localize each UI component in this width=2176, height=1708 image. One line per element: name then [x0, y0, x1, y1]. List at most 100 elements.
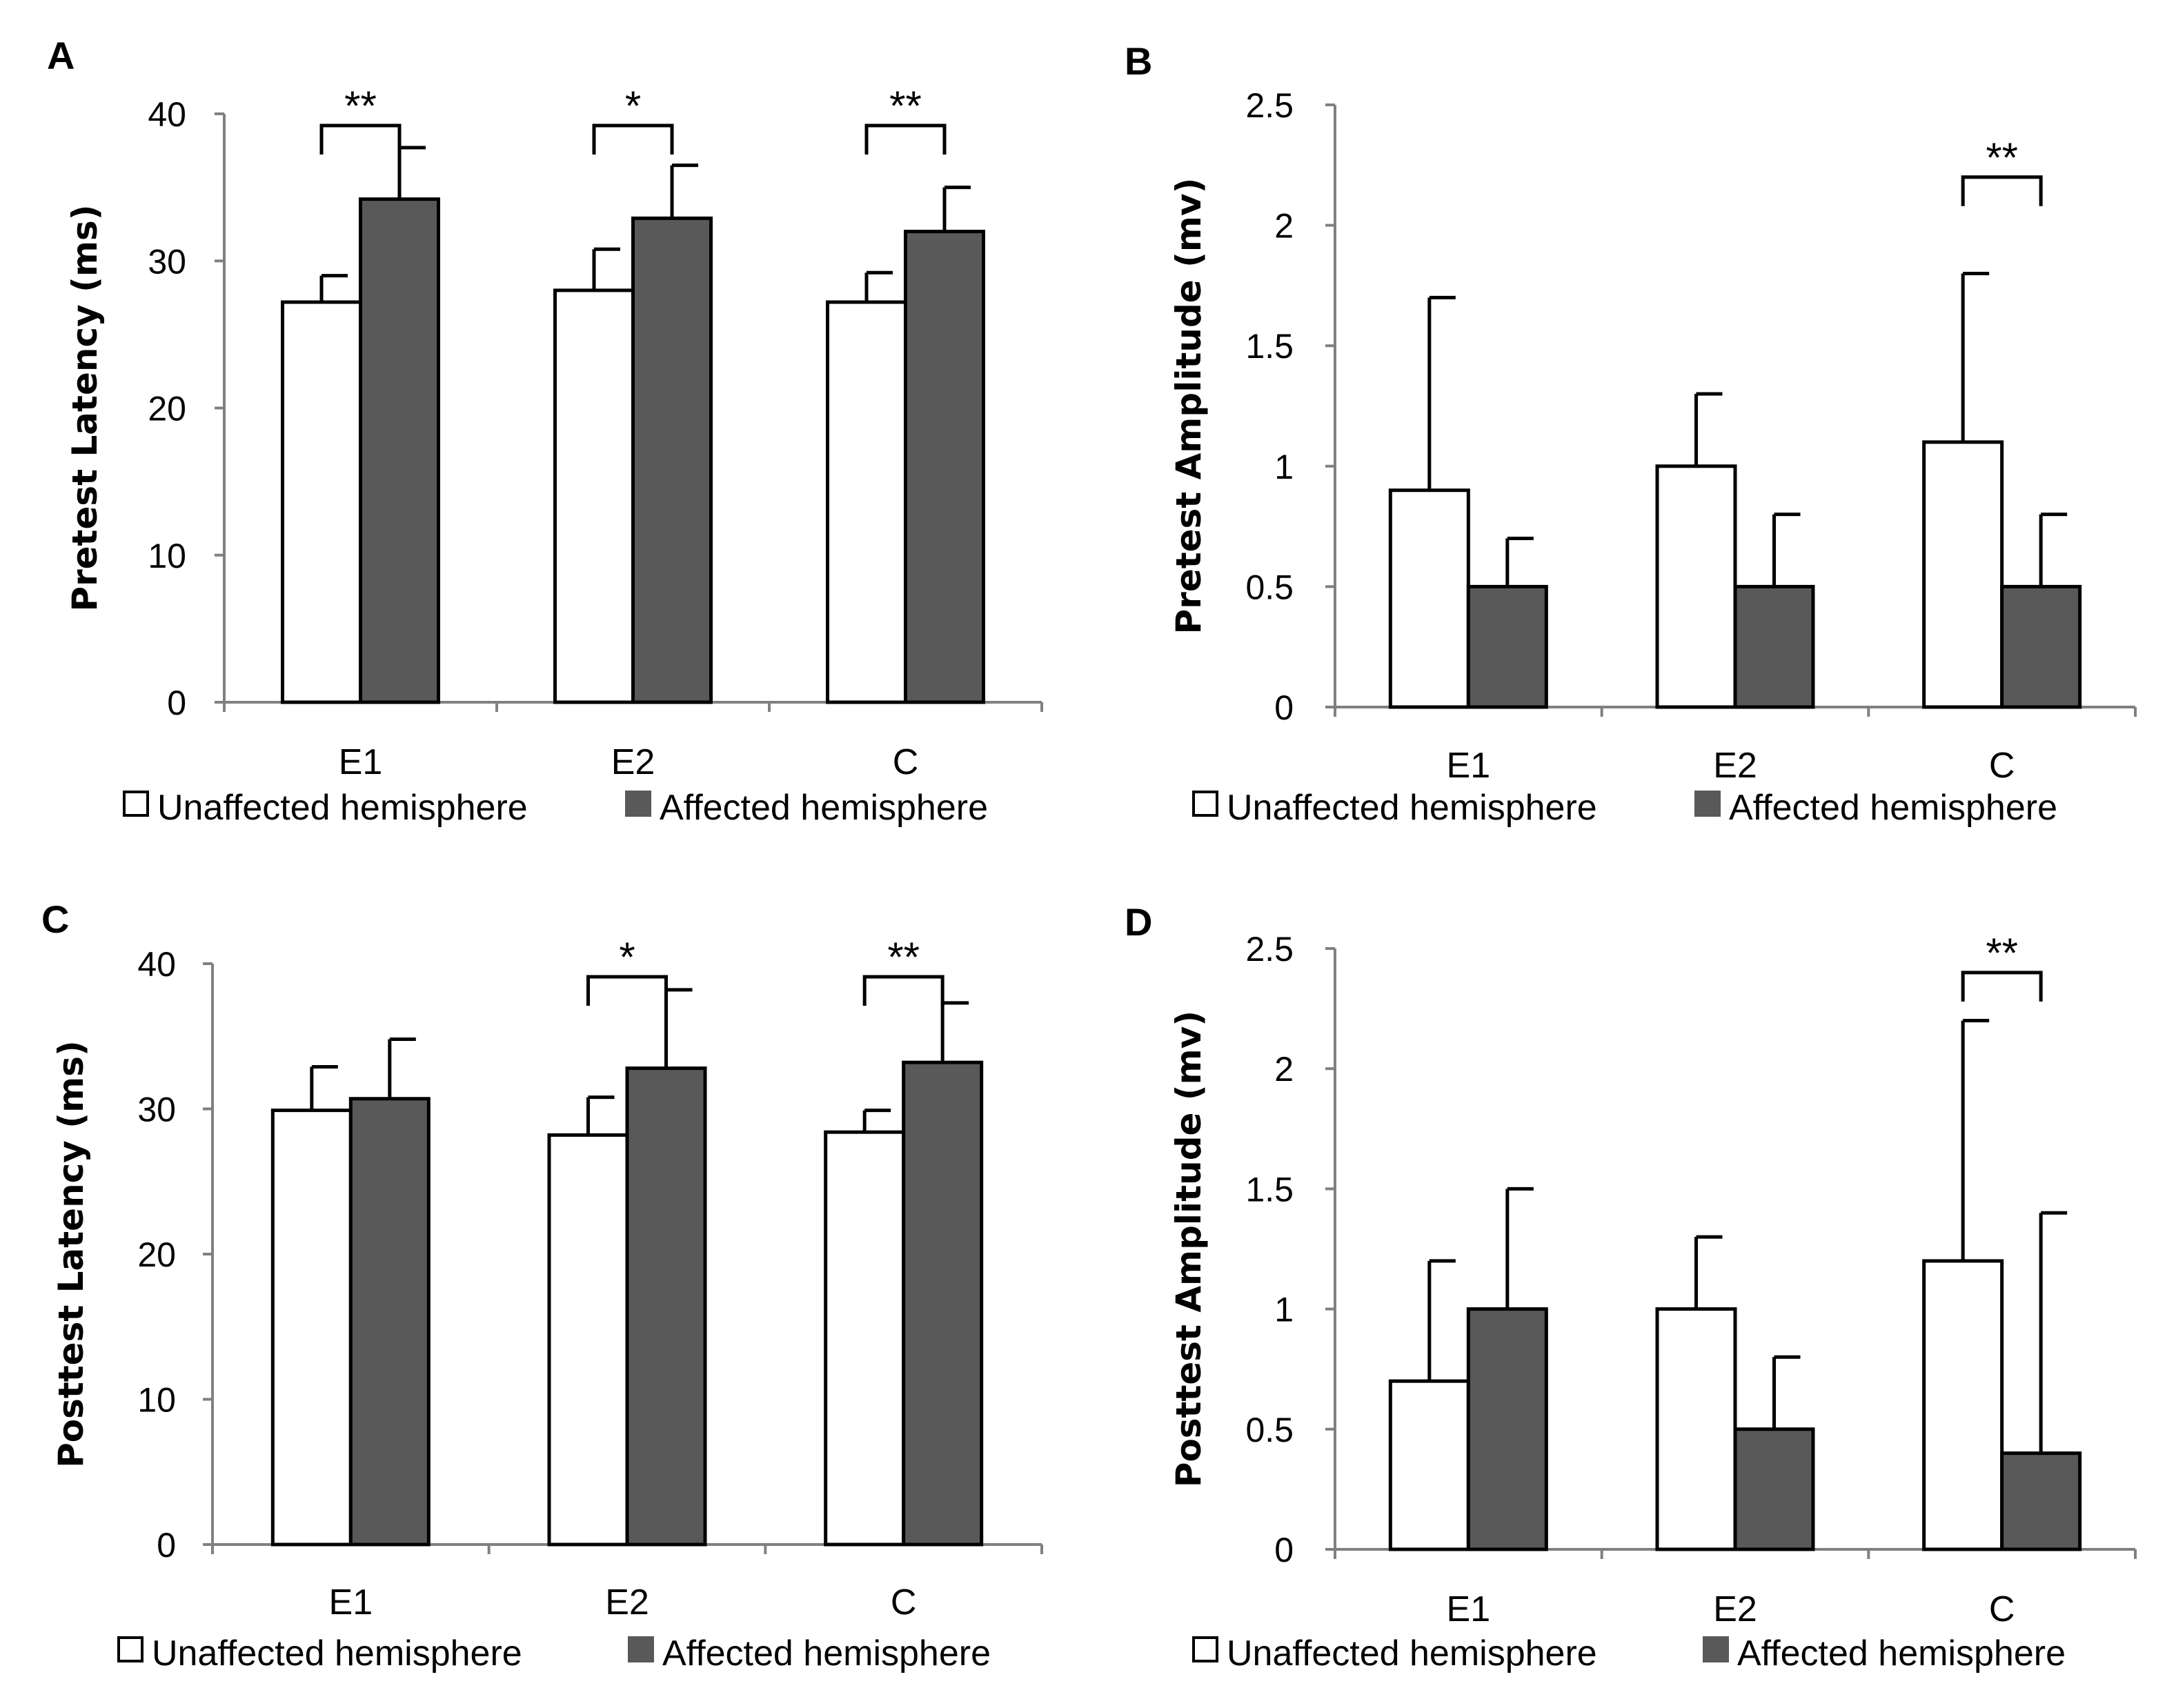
significance-bracket — [1961, 175, 2043, 206]
bar-affected-e1 — [348, 1097, 431, 1547]
legend-swatch-affected — [1694, 791, 1721, 817]
legend: Unaffected hemisphere Affected hemisphere — [117, 1633, 991, 1674]
bar-unaffected-e1 — [1388, 1379, 1470, 1551]
x-tick-label: E1 — [1447, 1589, 1491, 1629]
panel-letter: A — [47, 34, 75, 77]
legend-label-affected: Affected hemisphere — [660, 788, 988, 828]
bar-unaffected-e2 — [547, 1133, 629, 1547]
x-tick-label: C — [893, 742, 919, 782]
significance-marker: * — [619, 934, 635, 980]
y-tick-label: 30 — [148, 242, 186, 281]
legend-label-affected: Affected hemisphere — [1729, 788, 2057, 828]
x-tick-label: E1 — [339, 742, 383, 782]
x-tick-label: E1 — [1447, 746, 1491, 786]
legend-label-unaffected: Unaffected hemisphere — [157, 788, 528, 828]
significance-marker: ** — [1986, 135, 2018, 181]
significance-bracket — [319, 123, 402, 155]
bar-affected-e1 — [1466, 1307, 1548, 1551]
legend-swatch-affected — [625, 791, 651, 817]
x-tick-label: C — [1989, 1589, 2015, 1629]
y-tick-label: 10 — [148, 537, 186, 575]
y-tick-label: 2.5 — [1245, 930, 1294, 969]
significance-marker: * — [625, 83, 641, 129]
bar-affected-c — [902, 1060, 984, 1547]
y-tick-label: 2 — [1274, 1050, 1294, 1089]
y-tick-label: 30 — [137, 1091, 176, 1129]
bar-unaffected-c — [826, 300, 907, 704]
legend-swatch-unaffected — [123, 791, 149, 817]
bar-unaffected-e1 — [281, 300, 362, 704]
y-axis-title: Pretest Amplitude (mv) — [1169, 178, 1209, 635]
x-tick-label: C — [891, 1582, 917, 1622]
significance-bracket — [1961, 971, 2043, 1002]
chart-panel-d: D Posttest Amplitude (mv) 0 0.5 1 1.5 2 2.5 E1 E2… — [1125, 900, 2137, 1674]
significance-bracket — [592, 123, 674, 155]
bar-affected-e1 — [359, 197, 440, 704]
y-tick-label: 1.5 — [1245, 327, 1294, 366]
bar-unaffected-e1 — [1388, 488, 1470, 709]
bar-affected-c — [2000, 584, 2082, 709]
panel-letter: C — [41, 897, 69, 941]
bar-unaffected-e2 — [1655, 464, 1737, 709]
significance-marker: ** — [344, 83, 377, 129]
legend-label-affected: Affected hemisphere — [1737, 1633, 2066, 1674]
bar-unaffected-c — [824, 1130, 906, 1547]
y-tick-label: 1 — [1274, 1291, 1294, 1329]
y-tick-label: 0 — [1274, 1531, 1294, 1569]
y-axis-title: Posttest Amplitude (mv) — [1169, 1011, 1209, 1487]
x-tick-label: E2 — [611, 742, 655, 782]
bar-affected-c — [2000, 1451, 2082, 1551]
y-axis-title: Pretest Latency (ms) — [65, 204, 105, 611]
legend: Unaffected hemisphere Affected hemisphere — [1192, 1633, 2066, 1674]
bar-affected-e2 — [1733, 1427, 1815, 1551]
y-tick-label: 1 — [1274, 448, 1294, 486]
y-tick-label: 20 — [137, 1235, 176, 1274]
y-tick-label: 0 — [1274, 688, 1294, 727]
legend-label-unaffected: Unaffected hemisphere — [152, 1633, 522, 1674]
y-tick-label: 0 — [157, 1526, 176, 1565]
legend-swatch-unaffected — [1192, 1636, 1218, 1662]
bar-affected-e2 — [631, 216, 713, 704]
bar-affected-e2 — [625, 1066, 707, 1547]
bar-affected-c — [904, 230, 985, 704]
legend-label-unaffected: Unaffected hemisphere — [1227, 1633, 1597, 1674]
significance-marker: ** — [1986, 930, 2018, 976]
bar-unaffected-e1 — [270, 1109, 353, 1547]
y-tick-label: 1.5 — [1245, 1170, 1294, 1209]
y-tick-label: 0.5 — [1245, 568, 1294, 606]
panel-letter: B — [1125, 39, 1152, 83]
y-tick-label: 10 — [137, 1381, 176, 1420]
legend-swatch-unaffected — [117, 1636, 144, 1662]
bar-unaffected-e2 — [1655, 1307, 1737, 1551]
legend: Unaffected hemisphere Affected hemisphere — [123, 788, 988, 828]
significance-bracket — [586, 975, 668, 1006]
bar-unaffected-c — [1922, 1259, 2004, 1551]
legend-swatch-affected — [628, 1636, 654, 1662]
bar-affected-e1 — [1466, 584, 1548, 709]
legend-label-affected: Affected hemisphere — [662, 1633, 991, 1674]
legend-swatch-unaffected — [1192, 791, 1218, 817]
y-tick-label: 0 — [167, 684, 186, 722]
legend-swatch-affected — [1703, 1636, 1729, 1662]
y-tick-label: 0.5 — [1245, 1411, 1294, 1449]
x-tick-label: E2 — [1713, 1589, 1757, 1629]
bar-unaffected-e2 — [553, 288, 635, 704]
significance-bracket — [864, 123, 947, 155]
y-tick-label: 2 — [1274, 207, 1294, 246]
x-tick-label: E2 — [605, 1582, 649, 1622]
bar-unaffected-c — [1922, 440, 2004, 709]
panel-letter: D — [1125, 900, 1152, 944]
x-tick-label: C — [1989, 746, 2015, 786]
y-tick-label: 20 — [148, 390, 186, 428]
significance-marker: ** — [889, 83, 922, 129]
legend: Unaffected hemisphere Affected hemisphere — [1192, 788, 2057, 828]
legend-label-unaffected: Unaffected hemisphere — [1227, 788, 1597, 828]
y-tick-label: 2.5 — [1245, 86, 1294, 125]
significance-bracket — [862, 975, 944, 1006]
bar-affected-e2 — [1733, 584, 1815, 709]
chart-panel-b: B Pretest Amplitude (mv) 0 0.5 1 1.5 2 2.5 E1 E2 C… — [1125, 39, 2137, 828]
y-tick-label: 40 — [137, 945, 176, 984]
